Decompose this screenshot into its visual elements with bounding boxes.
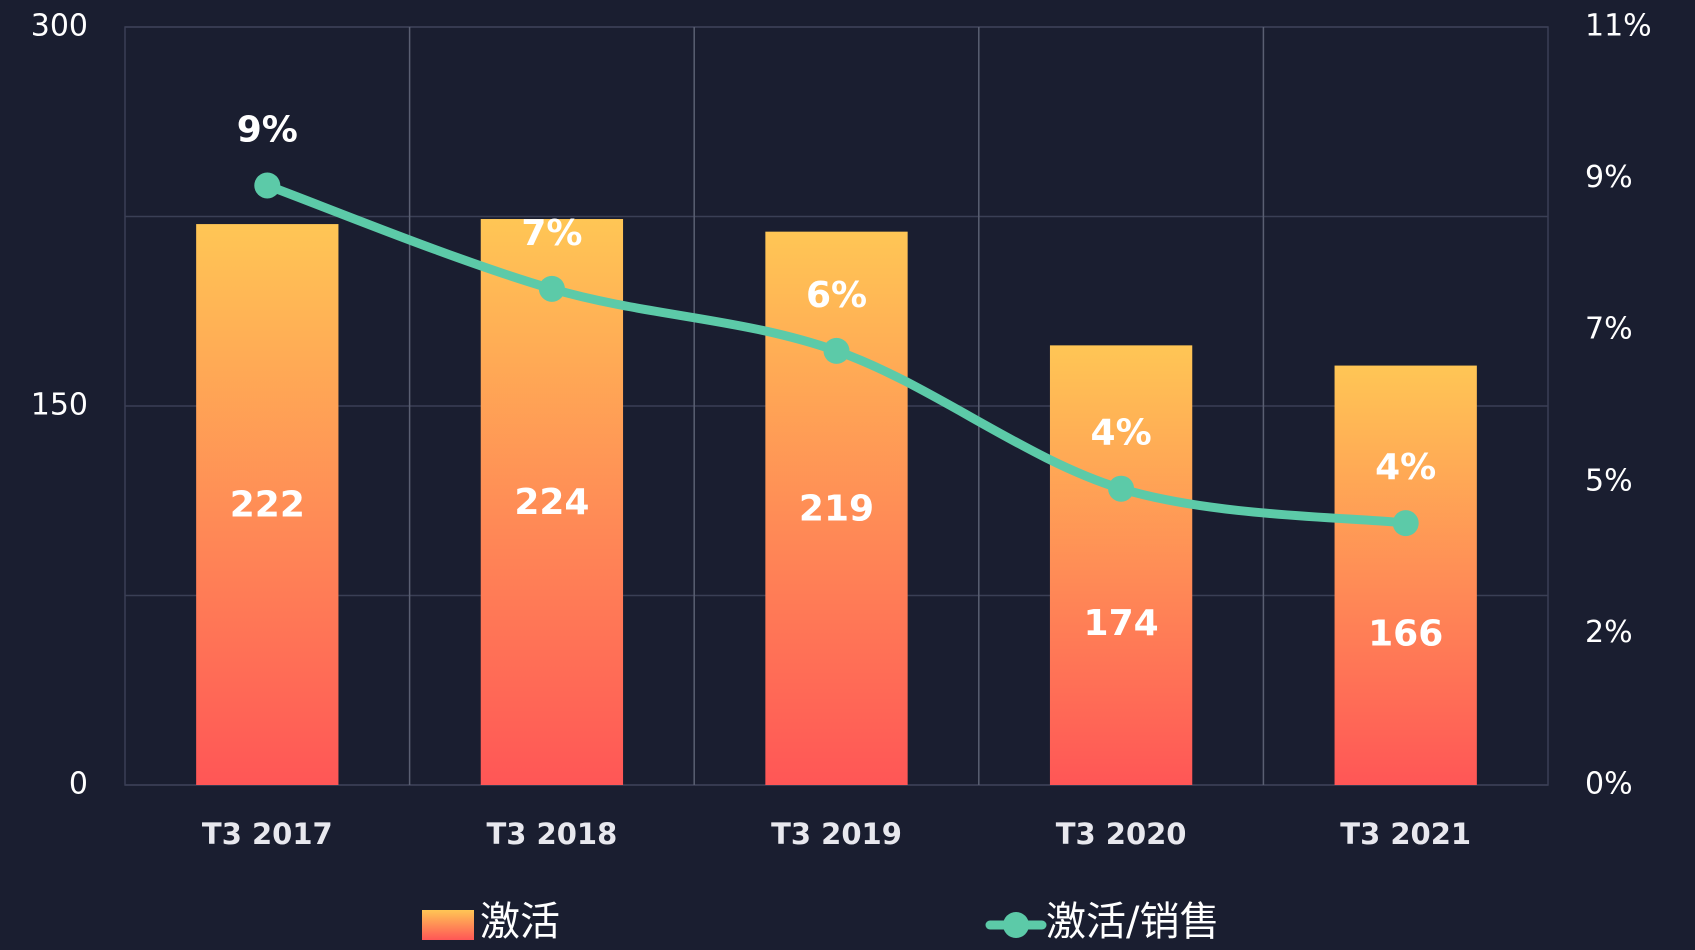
legend-label: 激活 bbox=[480, 899, 560, 945]
y-tick-label: 300 bbox=[31, 9, 88, 44]
x-tick-label: T3 2020 bbox=[1056, 817, 1187, 851]
x-tick-label: T3 2021 bbox=[1340, 817, 1471, 851]
y2-tick-label: 0% bbox=[1585, 767, 1633, 802]
line-point bbox=[823, 337, 850, 364]
line-point bbox=[538, 275, 565, 302]
line-point bbox=[1392, 510, 1419, 537]
line-value-label: 4% bbox=[1375, 447, 1436, 488]
line-value-label: 7% bbox=[521, 213, 582, 254]
y2-tick-label: 11% bbox=[1585, 9, 1652, 44]
line-point bbox=[254, 172, 281, 199]
y-tick-label: 150 bbox=[31, 388, 88, 423]
bar-value-label: 219 bbox=[799, 488, 874, 529]
line-value-label: 9% bbox=[237, 109, 298, 150]
line-point bbox=[1108, 475, 1135, 502]
y2-tick-label: 9% bbox=[1585, 160, 1633, 195]
bar bbox=[1334, 365, 1477, 785]
legend-swatch bbox=[422, 910, 474, 940]
y2-tick-label: 5% bbox=[1585, 463, 1633, 498]
bar bbox=[765, 231, 908, 785]
bar bbox=[1049, 345, 1193, 785]
x-tick-label: T3 2018 bbox=[487, 817, 618, 851]
bar-value-label: 222 bbox=[230, 485, 305, 526]
bar-value-label: 224 bbox=[514, 482, 589, 523]
x-tick-label: T3 2017 bbox=[202, 817, 333, 851]
x-tick-label: T3 2019 bbox=[771, 817, 902, 851]
y2-tick-label: 2% bbox=[1585, 615, 1633, 650]
bar-value-label: 174 bbox=[1084, 603, 1159, 644]
y2-tick-label: 7% bbox=[1585, 312, 1633, 347]
y-tick-label: 0 bbox=[69, 767, 88, 802]
bar bbox=[480, 219, 624, 785]
line-value-label: 6% bbox=[806, 275, 867, 316]
legend-label: 激活/销售 bbox=[1046, 899, 1219, 945]
bar-value-label: 166 bbox=[1368, 613, 1443, 654]
line-value-label: 4% bbox=[1091, 413, 1152, 454]
bar bbox=[196, 224, 339, 785]
legend-marker bbox=[1003, 912, 1029, 938]
